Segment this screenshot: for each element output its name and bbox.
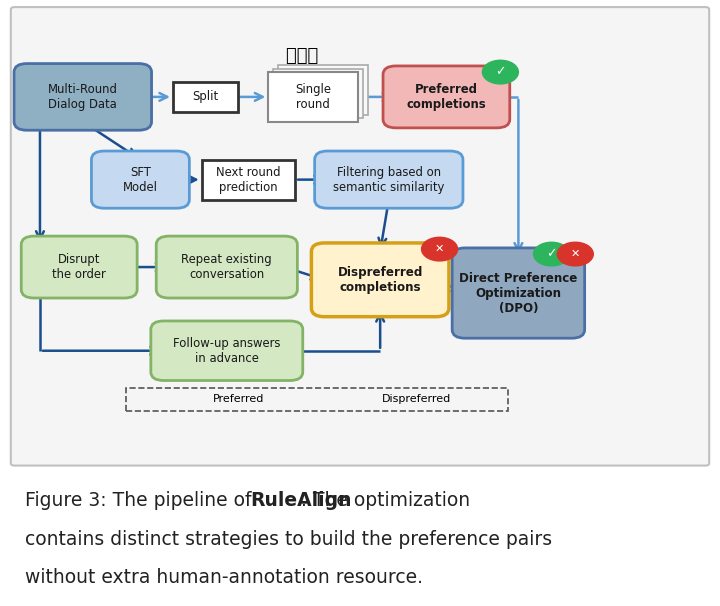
Text: Disrupt
the order: Disrupt the order bbox=[53, 253, 106, 281]
Circle shape bbox=[557, 242, 593, 266]
Text: ✓: ✓ bbox=[495, 65, 505, 79]
Text: without extra human-annotation resource.: without extra human-annotation resource. bbox=[25, 568, 423, 587]
Text: Filtering based on
semantic similarity: Filtering based on semantic similarity bbox=[333, 165, 444, 194]
Text: Repeat existing
conversation: Repeat existing conversation bbox=[181, 253, 272, 281]
Text: RuleAlign: RuleAlign bbox=[251, 491, 352, 510]
Circle shape bbox=[422, 238, 458, 261]
Text: Preferred
completions: Preferred completions bbox=[407, 83, 486, 111]
Text: Figure 3: The pipeline of: Figure 3: The pipeline of bbox=[25, 491, 258, 510]
Text: Follow-up answers
in advance: Follow-up answers in advance bbox=[173, 337, 281, 365]
Text: Next round
prediction: Next round prediction bbox=[216, 165, 281, 194]
Text: Direct Preference
Optimization
(DPO): Direct Preference Optimization (DPO) bbox=[459, 271, 577, 315]
Text: Dispreferred: Dispreferred bbox=[382, 395, 451, 404]
FancyBboxPatch shape bbox=[126, 388, 508, 411]
Circle shape bbox=[534, 242, 570, 266]
FancyBboxPatch shape bbox=[311, 243, 449, 317]
FancyBboxPatch shape bbox=[383, 66, 510, 128]
FancyBboxPatch shape bbox=[315, 151, 463, 208]
FancyBboxPatch shape bbox=[91, 151, 189, 208]
Bar bbox=[279, 65, 369, 115]
Circle shape bbox=[482, 60, 518, 84]
Text: Single
round: Single round bbox=[295, 83, 331, 111]
FancyBboxPatch shape bbox=[151, 321, 302, 381]
Text: Split: Split bbox=[192, 90, 218, 104]
FancyBboxPatch shape bbox=[11, 7, 709, 465]
Text: 🧑‍💼📋: 🧑‍💼📋 bbox=[287, 47, 318, 65]
Bar bbox=[202, 159, 295, 200]
Text: Preferred: Preferred bbox=[212, 395, 264, 404]
Text: ✕: ✕ bbox=[570, 249, 580, 259]
Bar bbox=[274, 68, 363, 118]
FancyBboxPatch shape bbox=[452, 248, 585, 338]
Bar bbox=[268, 72, 359, 122]
Text: Dispreferred
completions: Dispreferred completions bbox=[338, 266, 423, 294]
Text: ✕: ✕ bbox=[435, 244, 444, 254]
Text: . The optimization: . The optimization bbox=[301, 491, 470, 510]
FancyBboxPatch shape bbox=[14, 64, 152, 130]
Text: Multi-Round
Dialog Data: Multi-Round Dialog Data bbox=[48, 83, 118, 111]
Text: contains distinct strategies to build the preference pairs: contains distinct strategies to build th… bbox=[25, 530, 552, 549]
FancyBboxPatch shape bbox=[156, 236, 297, 298]
Text: SFT
Model: SFT Model bbox=[123, 165, 158, 194]
Text: ✓: ✓ bbox=[546, 248, 557, 261]
FancyBboxPatch shape bbox=[22, 236, 137, 298]
Bar bbox=[173, 82, 238, 112]
